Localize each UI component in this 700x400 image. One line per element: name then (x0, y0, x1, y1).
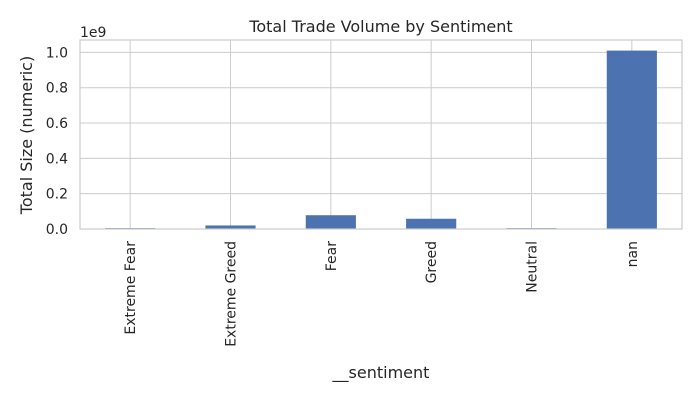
bar (606, 50, 657, 229)
y-tick-label: 0.2 (46, 187, 68, 203)
x-tick-label: Extreme Greed (224, 241, 240, 347)
x-axis-label: __sentiment (332, 363, 430, 383)
y-tick-label: 0.6 (46, 116, 68, 132)
bars (105, 50, 657, 229)
x-tick-label: Extreme Fear (123, 241, 139, 335)
y-tick-label: 1.0 (46, 45, 68, 61)
x-tick-labels: Extreme Fear Extreme Greed Fear Greed Neutra… (123, 241, 641, 347)
x-tick-label: Fear (324, 241, 340, 271)
gridlines (80, 40, 682, 230)
plot-frame (79, 39, 683, 230)
bar (205, 225, 256, 229)
y-tick-label: 0.8 (46, 81, 68, 97)
chart-title: Total Trade Volume by Sentiment (248, 17, 512, 36)
y-tick-labels: 0.0 0.2 0.4 0.6 0.8 1.0 (46, 45, 68, 238)
x-tick-label: Greed (424, 241, 440, 283)
y-axis-offset-text: 1e9 (80, 25, 106, 41)
bar (406, 218, 457, 229)
y-tick-label: 0.4 (46, 151, 68, 167)
x-tick-label: Neutral (525, 241, 541, 293)
x-tick-label: nan (625, 241, 641, 267)
bar (305, 215, 356, 229)
y-tick-label: 0.0 (46, 222, 68, 238)
y-axis-label: Total Size (numeric) (17, 56, 36, 215)
